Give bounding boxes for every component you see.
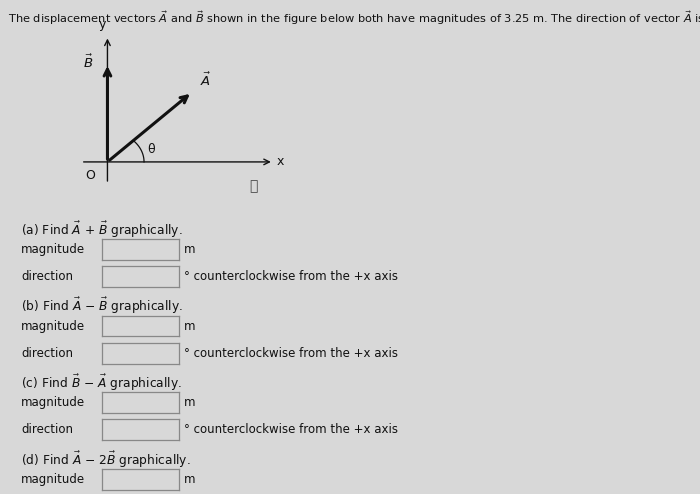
Text: magnitude: magnitude [21,320,85,332]
Text: direction: direction [21,347,73,360]
Text: magnitude: magnitude [21,243,85,256]
Text: The displacement vectors $\vec{A}$ and $\vec{B}$ shown in the figure below both : The displacement vectors $\vec{A}$ and $… [8,9,700,27]
Text: (c) Find $\vec{B}$ $-$ $\vec{A}$ graphically.: (c) Find $\vec{B}$ $-$ $\vec{A}$ graphic… [21,373,182,393]
Text: m: m [184,396,195,409]
Text: y: y [99,18,106,31]
Text: ° counterclockwise from the +x axis: ° counterclockwise from the +x axis [184,270,398,283]
Text: m: m [184,243,195,256]
Text: magnitude: magnitude [21,396,85,409]
Text: x: x [277,156,284,168]
Text: m: m [184,320,195,332]
Text: $\vec{A}$: $\vec{A}$ [200,72,211,89]
Text: θ: θ [148,143,155,157]
Text: m: m [184,473,195,486]
Text: (d) Find $\vec{A}$ $-$ 2$\vec{B}$ graphically.: (d) Find $\vec{A}$ $-$ 2$\vec{B}$ graphi… [21,450,190,470]
Text: direction: direction [21,270,73,283]
Text: (a) Find $\vec{A}$ + $\vec{B}$ graphically.: (a) Find $\vec{A}$ + $\vec{B}$ graphical… [21,220,183,240]
Text: ° counterclockwise from the +x axis: ° counterclockwise from the +x axis [184,347,398,360]
Text: ⓘ: ⓘ [250,180,258,194]
Text: (b) Find $\vec{A}$ $-$ $\vec{B}$ graphically.: (b) Find $\vec{A}$ $-$ $\vec{B}$ graphic… [21,296,183,317]
Text: direction: direction [21,423,73,436]
Text: O: O [85,168,95,181]
Text: ° counterclockwise from the +x axis: ° counterclockwise from the +x axis [184,423,398,436]
Text: magnitude: magnitude [21,473,85,486]
Text: $\vec{B}$: $\vec{B}$ [83,53,93,71]
